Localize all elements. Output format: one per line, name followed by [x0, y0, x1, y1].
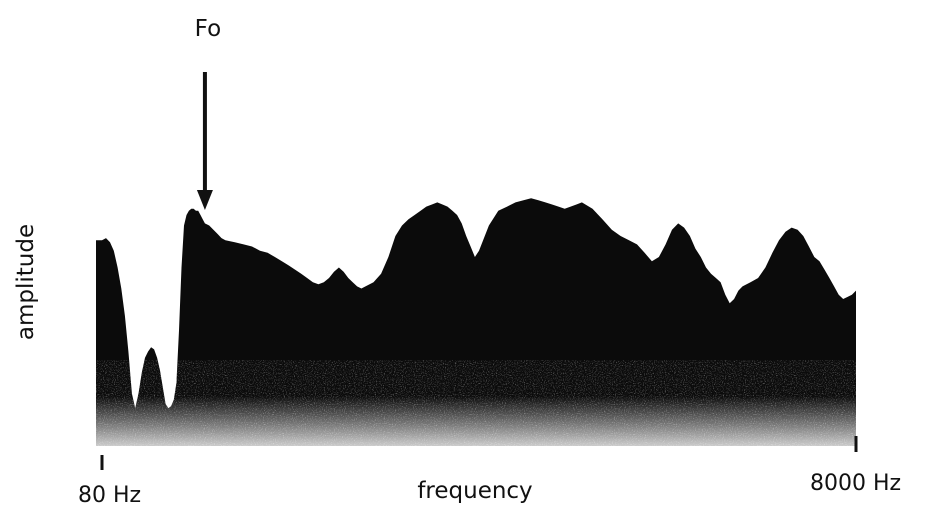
y-axis-label: amplitude [13, 224, 39, 340]
x-tick-label-8000: 8000 Hz [810, 471, 901, 496]
fo-annotation-label: Fo [195, 16, 221, 42]
x-tick-label-80: 80 Hz [78, 483, 141, 508]
spectrum-texture [96, 330, 856, 446]
x-axis-label: frequency [417, 478, 532, 504]
fo-arrow-head [196, 190, 213, 210]
